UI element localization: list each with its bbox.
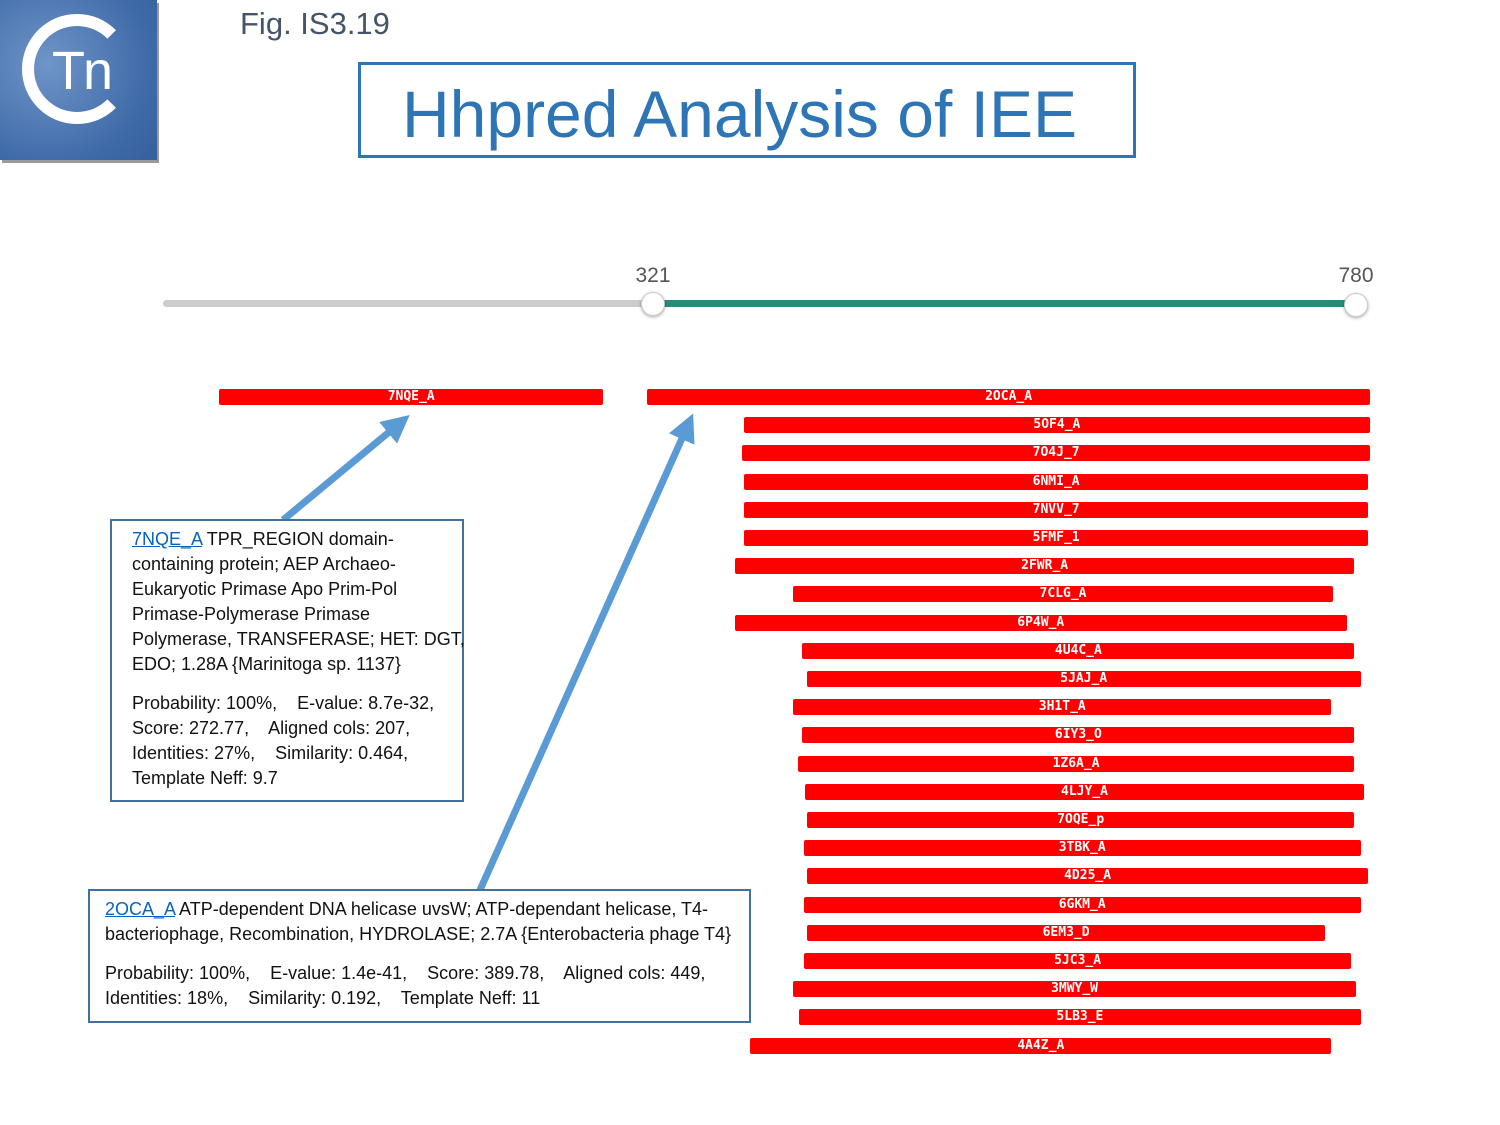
desc-line: Eukaryotic Primase Apo Prim-Pol xyxy=(132,579,398,599)
hit-bar-7oqe_p[interactable]: 7OQE_p xyxy=(806,812,1355,828)
desc-line: EDO; 1.28A {Marinitoga sp. 1137} xyxy=(132,654,401,674)
hit-bar-4a4z_a[interactable]: 4A4Z_A xyxy=(750,1037,1332,1054)
hit-bar-3h1t_a[interactable]: 3H1T_A xyxy=(793,699,1332,716)
logo-text: Tn xyxy=(52,41,113,101)
desc-line: TPR_REGION domain- xyxy=(202,529,394,549)
hit-link-2oca[interactable]: 2OCA_A xyxy=(105,899,176,919)
range-min-label: 321 xyxy=(635,264,671,287)
slider-track-unselected[interactable] xyxy=(163,300,655,307)
page-title: Hhpred Analysis of IEE xyxy=(402,77,1078,151)
hit-bar-4ljy_a[interactable]: 4LJY_A xyxy=(805,783,1364,800)
stats-line: Probability: 100%, E-value: 1.4e-41, Sco… xyxy=(105,963,706,983)
hit-bar-1z6a_a[interactable]: 1Z6A_A xyxy=(797,755,1355,772)
hit-bar-4u4c_a[interactable]: 4U4C_A xyxy=(802,642,1355,659)
hit-bar-6p4w_a[interactable]: 6P4W_A xyxy=(734,614,1347,631)
desc-line: Polymerase, TRANSFERASE; HET: DGT, xyxy=(132,629,465,649)
hit-bar-6em3_d[interactable]: 6EM3_D xyxy=(806,924,1326,941)
hit-link-7nqe[interactable]: 7NQE_A xyxy=(132,529,203,549)
arrow-2oca xyxy=(476,413,695,892)
figure-label: Fig. IS3.19 xyxy=(240,6,390,41)
desc-line: Primase-Polymerase Primase xyxy=(132,604,371,624)
hit-bar-6gkm_a[interactable]: 6GKM_A xyxy=(803,896,1361,913)
hit-bar-5fmf_1[interactable]: 5FMF_1 xyxy=(744,530,1369,546)
title-box xyxy=(358,62,1136,158)
range-max-label: 780 xyxy=(1338,264,1374,287)
stats-line: Score: 272.77, Aligned cols: 207, xyxy=(132,718,411,738)
hit-bar-6iy3_o[interactable]: 6IY3_O xyxy=(802,727,1355,744)
hit-bar-3tbk_a[interactable]: 3TBK_A xyxy=(803,840,1361,857)
desc-line: ATP-dependent DNA helicase uvsW; ATP-dep… xyxy=(175,899,709,919)
hit-bar-7clg_a[interactable]: 7CLG_A xyxy=(793,586,1333,603)
hit-bar-4d25_a[interactable]: 4D25_A xyxy=(806,868,1369,885)
stats-line: Identities: 27%, Similarity: 0.464, xyxy=(132,743,409,763)
hit-bar-2oca_a[interactable]: 2OCA_A xyxy=(647,389,1370,405)
desc-line: containing protein; AEP Archaeo- xyxy=(132,554,396,574)
hit-bar-5jaj_a[interactable]: 5JAJ_A xyxy=(806,671,1361,687)
stats-line: Template Neff: 9.7 xyxy=(132,768,278,788)
hit-bar-5jc3_a[interactable]: 5JC3_A xyxy=(803,953,1352,969)
hit-bar-6nmi_a[interactable]: 6NMI_A xyxy=(744,473,1369,490)
callout-2oca: 2OCA_A ATP-dependent DNA helicase uvsW; … xyxy=(88,889,751,1023)
hit-bar-7o4j_7[interactable]: 7O4J_7 xyxy=(742,445,1370,462)
arrow-7nqe xyxy=(280,414,410,523)
slider-handle-start[interactable] xyxy=(641,292,665,316)
callout-7nqe: 7NQE_A TPR_REGION domain- containing pro… xyxy=(110,519,465,802)
slider-handle-end[interactable] xyxy=(1344,293,1368,317)
hit-bar-7nvv_7[interactable]: 7NVV_7 xyxy=(744,501,1369,518)
slider-track-selected[interactable] xyxy=(652,300,1356,307)
logo: Tn xyxy=(0,0,157,160)
desc-line: bacteriophage, Recombination, HYDROLASE;… xyxy=(105,924,732,944)
hit-bar-5of4_a[interactable]: 5OF4_A xyxy=(744,417,1370,434)
stats-line: Identities: 18%, Similarity: 0.192, Temp… xyxy=(105,988,541,1008)
hit-bar-3mwy_w[interactable]: 3MWY_W xyxy=(793,981,1356,998)
hit-bar-5lb3_e[interactable]: 5LB3_E xyxy=(799,1009,1361,1026)
hit-bar-2fwr_a[interactable]: 2FWR_A xyxy=(734,558,1355,575)
stats-line: Probability: 100%, E-value: 8.7e-32, xyxy=(132,693,435,713)
hit-bar-7nqe_a[interactable]: 7NQE_A xyxy=(219,389,603,405)
